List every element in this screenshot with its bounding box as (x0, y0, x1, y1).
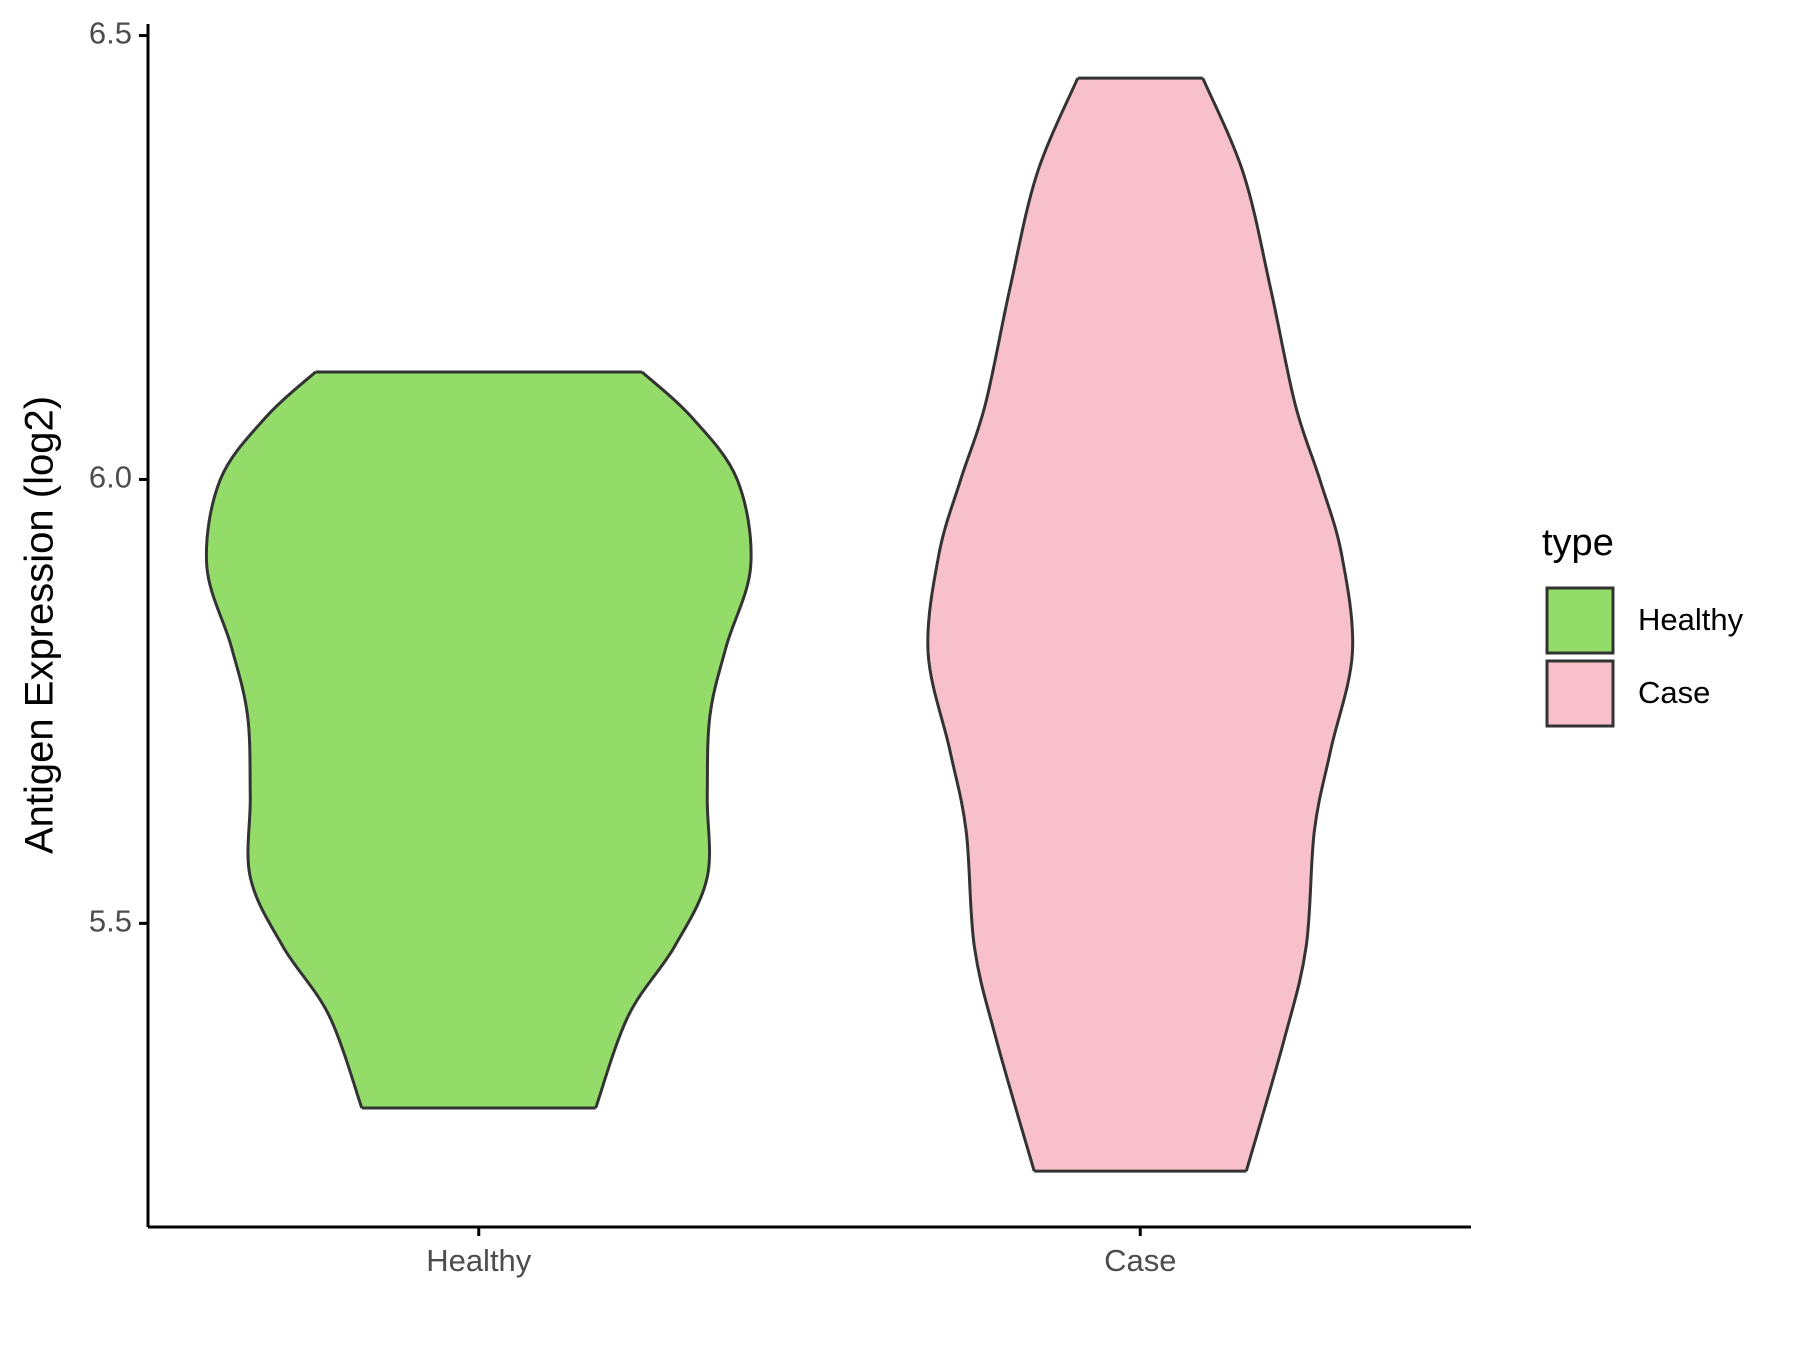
legend-key (1545, 659, 1615, 728)
legend-label: Case (1638, 675, 1710, 710)
legend-label: Healthy (1638, 602, 1744, 637)
legend-key (1545, 586, 1615, 655)
y-tick-label: 6.5 (89, 16, 132, 51)
violin-outline-left (926, 77, 1080, 1172)
violin-outline-right (1201, 77, 1355, 1172)
x-tick-label: Healthy (426, 1243, 532, 1278)
x-tick-label: Case (1104, 1243, 1176, 1278)
legend-title: type (1542, 522, 1614, 564)
y-axis-title: Antigen Expression (log2) (18, 396, 62, 854)
violin-fill (927, 78, 1353, 1172)
y-tick-label: 5.5 (89, 904, 132, 939)
violin-outline-right (594, 370, 753, 1109)
violin-fill (206, 372, 752, 1109)
y-tick-label: 6.0 (89, 460, 132, 495)
violin-outline-left (204, 370, 364, 1109)
